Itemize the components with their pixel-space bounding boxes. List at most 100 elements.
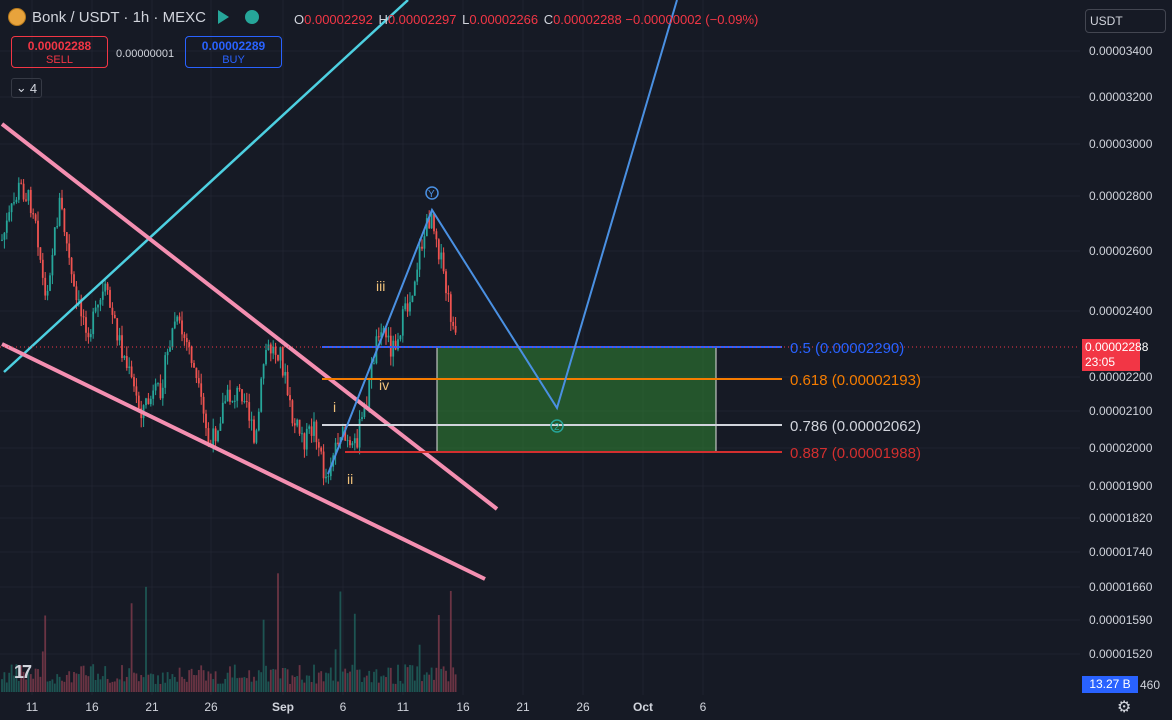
volume-bar xyxy=(296,676,299,692)
sell-price: 0.00002288 xyxy=(27,39,92,53)
candle-body xyxy=(15,199,18,203)
volume-bar xyxy=(49,680,51,692)
candle-body xyxy=(44,277,47,296)
spread-value: 0.00000001 xyxy=(116,48,175,60)
volume-bar xyxy=(289,683,291,692)
candle-body xyxy=(440,252,443,260)
trendline-cyan[interactable] xyxy=(3,0,409,373)
sell-button[interactable]: 0.00002288 SELL xyxy=(11,36,108,68)
volume-bar xyxy=(241,677,243,692)
candle-body xyxy=(41,259,44,278)
candle-body xyxy=(25,199,27,201)
volume-bar xyxy=(135,673,138,692)
volume-bar xyxy=(255,680,258,692)
volume-bar xyxy=(279,678,282,692)
volume-bar xyxy=(411,665,414,692)
candle-body xyxy=(164,355,167,388)
candle-body xyxy=(20,182,23,184)
volume-bar xyxy=(387,667,390,692)
volume-bar xyxy=(404,664,407,692)
candle-body xyxy=(243,400,246,402)
market-status-icon[interactable] xyxy=(244,10,259,24)
tradingview-logo-icon[interactable]: 17 xyxy=(14,662,32,682)
price-tick: 0.00001660 xyxy=(1089,580,1153,594)
volume-bar xyxy=(1,679,3,692)
candle-body xyxy=(277,354,279,361)
candle-body xyxy=(361,417,363,420)
volume-bar xyxy=(195,675,198,692)
candle-body xyxy=(92,311,95,335)
volume-bar xyxy=(310,682,313,692)
candle-body xyxy=(188,342,191,347)
volume-bar xyxy=(262,619,265,692)
candle-body xyxy=(320,447,323,452)
candle-body xyxy=(193,363,195,368)
candle-body xyxy=(8,212,11,221)
candle-body xyxy=(1,239,3,241)
candle-body xyxy=(425,218,428,237)
volume-bar xyxy=(219,683,222,692)
candle-body xyxy=(293,423,296,426)
candle-body xyxy=(154,383,157,391)
candle-body xyxy=(37,220,39,248)
volume-bar xyxy=(301,679,303,692)
currency-select[interactable]: USDT xyxy=(1085,9,1166,33)
gear-icon[interactable]: ⚙ xyxy=(1117,699,1132,716)
symbol-title[interactable]: Bonk / USDT · 1h · MEXC xyxy=(32,8,206,26)
volume-bar xyxy=(145,586,147,692)
candle-body xyxy=(423,236,426,249)
volume-bar xyxy=(313,664,315,692)
candle-body xyxy=(46,290,49,296)
trendline-channel-upper[interactable] xyxy=(0,122,499,511)
volume-bar xyxy=(116,678,119,692)
volume-bar xyxy=(377,682,380,692)
volume-bar xyxy=(99,679,102,692)
wave-projection[interactable] xyxy=(327,0,678,475)
candle-body xyxy=(109,289,111,308)
symbol-header[interactable]: Bonk / USDT · 1h · MEXC xyxy=(8,8,259,26)
time-tick: Oct xyxy=(633,700,653,714)
price-tick: 0.00002200 xyxy=(1089,370,1153,384)
candle-body xyxy=(248,402,251,421)
time-axis[interactable]: 11 16 21 26 Sep 6 11 16 21 26 Oct 6 xyxy=(26,700,707,714)
candle-body xyxy=(289,395,291,401)
volume-bar xyxy=(361,681,363,692)
price-axis[interactable]: 0.00003400 0.00003200 0.00003000 0.00002… xyxy=(1089,44,1160,692)
candle-body xyxy=(272,346,275,354)
volume-bar xyxy=(63,681,66,692)
candle-body xyxy=(159,383,162,399)
trendline-channel-lower[interactable] xyxy=(1,342,486,581)
bar-countdown: 23:05 xyxy=(1085,355,1116,369)
volume-bar xyxy=(224,678,227,692)
flag-icon[interactable] xyxy=(217,10,229,24)
volume-bar xyxy=(37,669,39,692)
candle-body xyxy=(77,299,80,301)
indicators-toggle[interactable]: ⌄ 4 xyxy=(11,78,42,98)
candle-body xyxy=(308,426,311,429)
volume-bar xyxy=(368,670,371,692)
candle-body xyxy=(133,377,135,387)
candle-body xyxy=(171,328,174,348)
volume-bar xyxy=(209,673,212,692)
candle-body xyxy=(185,338,188,343)
volume-bar xyxy=(22,671,25,692)
volume-bar xyxy=(394,683,397,692)
candle-body xyxy=(231,400,234,402)
time-tick: 16 xyxy=(85,700,99,714)
target-zone[interactable] xyxy=(436,346,717,453)
candle-body xyxy=(207,428,210,444)
candle-body xyxy=(173,321,176,329)
volume-bar xyxy=(435,667,438,692)
candle-body xyxy=(428,218,431,229)
candle-body xyxy=(241,389,243,402)
volume-bar xyxy=(421,681,423,692)
candle-body xyxy=(344,426,347,441)
volume-bar xyxy=(190,668,193,692)
candle-body xyxy=(447,293,450,295)
candle-body xyxy=(291,400,294,424)
candle-body xyxy=(315,421,318,443)
buy-button[interactable]: 0.00002289 BUY xyxy=(185,36,282,68)
volume-bar xyxy=(385,677,387,692)
volume-bar xyxy=(236,678,239,692)
